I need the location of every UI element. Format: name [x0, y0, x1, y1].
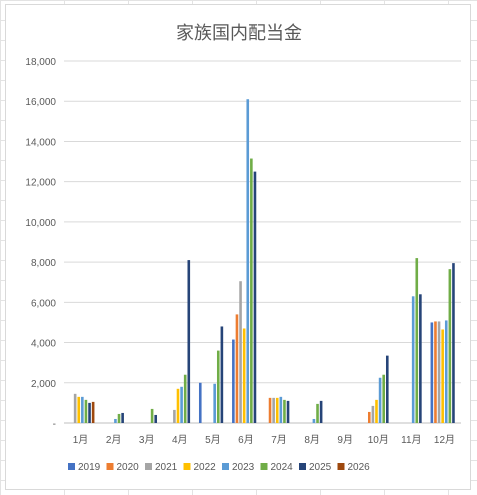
bar-2025-2	[121, 412, 124, 423]
bar-2024-10	[382, 374, 385, 423]
x-tick-label: 5月	[205, 434, 221, 446]
x-tick-label: 1月	[73, 434, 89, 446]
bar-2020-7	[268, 397, 272, 423]
bar-2023-7	[279, 396, 283, 423]
legend-swatch-2022	[183, 463, 191, 470]
bar-2024-3	[150, 408, 154, 423]
bar-2025-3	[154, 414, 158, 423]
bar-2026-1	[91, 401, 95, 423]
bar-2020-12	[434, 321, 437, 423]
x-tick-label: 8月	[304, 434, 320, 446]
bar-chart-plot: - 2,000 4,000 6,000 8,000 10,000 12,000 14,000 1…	[25, 57, 461, 473]
bar-2023-4	[180, 386, 183, 423]
bar-2023-2	[114, 418, 117, 423]
bar-2019-6	[232, 339, 235, 423]
y-tick-label: 12,000	[25, 178, 56, 189]
bar-2023-1	[81, 396, 84, 423]
legend-label-2021: 2021	[155, 462, 178, 473]
x-tick-label: 3月	[139, 434, 155, 446]
y-tick-label: 16,000	[25, 97, 56, 108]
bar-2023-5	[213, 383, 216, 423]
x-tick-label: 7月	[271, 434, 287, 446]
y-tick-label: 2,000	[31, 379, 56, 390]
bar-2022-1	[77, 396, 81, 423]
bar-2022-7	[275, 397, 279, 423]
x-tick-label: 6月	[238, 434, 254, 446]
y-tick-label: 10,000	[25, 218, 56, 229]
bar-2023-10	[378, 377, 382, 423]
bar-2025-6	[253, 171, 257, 423]
bar-2021-12	[437, 321, 441, 423]
bar-2024-4	[183, 374, 187, 423]
x-tick-label: 10月	[368, 434, 389, 446]
legend-label-2026: 2026	[348, 462, 371, 473]
bar-2024-7	[283, 399, 286, 423]
bar-2024-11	[415, 258, 419, 423]
bar-2022-6	[242, 328, 246, 423]
x-tick-label: 2月	[106, 434, 122, 446]
y-tick-label: 14,000	[25, 137, 56, 148]
legend-swatch-2024	[260, 463, 268, 470]
legend-label-2022: 2022	[194, 462, 217, 473]
bar-2020-10	[367, 411, 371, 423]
y-tick-label: 6,000	[31, 298, 56, 309]
legend-swatch-2026	[337, 463, 345, 470]
legend-swatch-2025	[299, 463, 306, 470]
bar-2021-4	[173, 409, 176, 423]
bar-2021-7	[272, 397, 275, 423]
bar-2025-10	[385, 355, 389, 423]
bar-2019-5	[198, 382, 202, 423]
legend-swatch-2020	[106, 463, 114, 470]
bar-2025-8	[319, 400, 323, 423]
x-tick-label: 11月	[401, 434, 421, 446]
bar-2023-8	[312, 418, 316, 423]
bar-2021-6	[239, 281, 242, 423]
x-tick-label: 9月	[337, 434, 353, 446]
bar-2025-5	[220, 326, 224, 423]
bar-2025-7	[286, 400, 290, 423]
y-tick-label: -	[53, 419, 56, 430]
legend-swatch-2023	[222, 463, 229, 470]
chart-title: 家族国内配当金	[176, 23, 302, 44]
bar-2024-2	[117, 413, 121, 423]
legend-label-2020: 2020	[117, 462, 140, 473]
bar-2020-6	[235, 314, 239, 423]
bar-2025-4	[187, 260, 191, 423]
bar-2025-11	[419, 294, 422, 423]
bar-2025-12	[452, 263, 455, 423]
x-tick-label: 12月	[434, 434, 455, 446]
x-tick-label: 4月	[172, 434, 188, 446]
bar-2022-10	[375, 399, 378, 423]
legend-label-2025: 2025	[309, 462, 332, 473]
bar-2024-5	[216, 350, 220, 423]
bar-2025-1	[88, 402, 91, 423]
y-tick-label: 8,000	[31, 258, 56, 269]
y-tick-label: 18,000	[25, 57, 56, 68]
bar-2024-12	[448, 269, 452, 423]
bar-2022-12	[441, 329, 444, 423]
legend-label-2023: 2023	[232, 462, 255, 473]
bar-2024-1	[84, 399, 88, 423]
y-tick-label: 4,000	[31, 339, 56, 350]
legend-label-2019: 2019	[78, 462, 101, 473]
legend-swatch-2019	[68, 463, 75, 470]
bar-2024-6	[250, 158, 253, 424]
bar-2023-11	[411, 296, 415, 423]
bar-2021-10	[371, 405, 375, 423]
bar-2024-8	[316, 403, 319, 423]
bar-2023-12	[444, 320, 448, 423]
legend-swatch-2021	[145, 463, 152, 470]
bar-2022-4	[176, 388, 180, 423]
bar-2023-6	[246, 99, 250, 423]
chart-area[interactable]: 家族国内配当金 - 2,000 4,000 6,000 8,000 10,000 12,00…	[5, 4, 471, 490]
bar-2019-12	[430, 322, 434, 423]
bar-2021-1	[73, 393, 77, 423]
legend-label-2024: 2024	[271, 462, 294, 473]
